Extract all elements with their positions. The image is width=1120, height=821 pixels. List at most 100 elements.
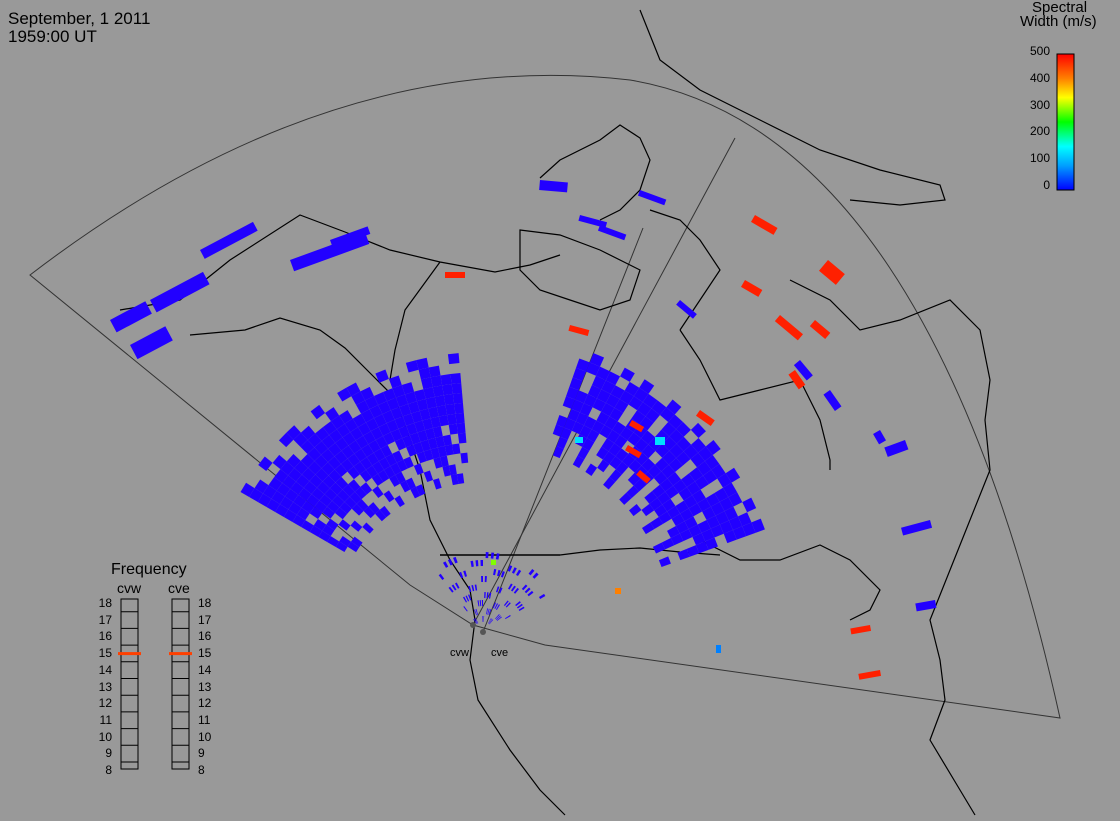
scatter-cell — [335, 476, 349, 490]
scatter-cell-high — [774, 315, 803, 341]
scatter-cell — [315, 468, 329, 482]
scatter-cell — [383, 388, 396, 402]
scatter-cell — [704, 455, 720, 470]
scatter-cell — [582, 438, 595, 451]
scatter-cell — [416, 398, 429, 411]
scatter-cell — [348, 479, 361, 492]
scatter-cell — [318, 530, 331, 542]
scatter-cell — [438, 573, 445, 580]
scatter-cell — [694, 475, 709, 490]
radar-site-cvw — [470, 622, 476, 628]
scatter-cell — [293, 494, 307, 508]
scatter-cell — [539, 180, 568, 193]
scatter-cell — [329, 429, 343, 443]
colorbar-title-line1: Spectral — [1032, 0, 1088, 16]
scatter-cell — [334, 450, 348, 464]
scatter-cell — [420, 439, 431, 452]
scatter-cell-high — [636, 469, 651, 484]
scatter-cell — [423, 449, 434, 462]
scatter-cell — [518, 606, 525, 611]
scatter-cell — [417, 430, 428, 443]
colorbar-tick: 200 — [1029, 124, 1050, 139]
scatter-cell — [719, 497, 734, 512]
scatter-cell — [309, 525, 323, 537]
frequency-tick-label: 13 — [198, 679, 212, 694]
scatter-cell — [310, 404, 326, 420]
scatter-cell — [576, 358, 590, 372]
frequency-tick-label: 12 — [98, 696, 112, 711]
frequency-tick-label: 14 — [198, 662, 212, 677]
scatter-cell — [662, 498, 676, 512]
scatter-cell — [603, 477, 616, 490]
time-label: 1959:00 UT — [8, 27, 97, 46]
scatter-cell — [361, 444, 374, 458]
scatter-cell — [647, 464, 662, 479]
scatter-cell — [644, 491, 658, 504]
scatter-cell — [601, 438, 615, 452]
scatter-cell — [479, 600, 482, 607]
frequency-tick-label: 9 — [198, 746, 205, 761]
scatter-cell — [742, 522, 756, 537]
frequency-tick-label: 16 — [98, 629, 112, 644]
scatter-cell — [286, 454, 301, 468]
scatter-cell — [655, 443, 670, 458]
scatter-cell — [702, 506, 716, 521]
scatter-cell — [386, 419, 399, 433]
scatter-cell — [673, 479, 687, 493]
scatter-cell — [321, 462, 335, 476]
scatter-cell — [314, 441, 329, 455]
scatter-cell — [661, 464, 676, 479]
scatter-cell — [599, 424, 613, 439]
scatter-cell — [406, 444, 417, 457]
scatter-cell — [442, 465, 451, 477]
scatter-cell — [383, 490, 395, 503]
scatter-cell — [453, 556, 458, 564]
scatter-cell — [399, 404, 412, 417]
scatter-cell — [690, 452, 705, 468]
scatter-cell — [486, 608, 488, 615]
scatter-cell — [337, 387, 352, 402]
scatter-cell — [303, 481, 317, 495]
scatter-cell — [662, 436, 677, 451]
scatter-cell — [448, 464, 457, 476]
scatter-cell — [455, 412, 465, 424]
scatter-cell — [389, 474, 401, 487]
scatter-cell — [641, 522, 655, 535]
scatter-cell — [639, 379, 655, 394]
scatter-cell — [683, 495, 698, 509]
scatter-cell — [364, 395, 379, 410]
scatter-cell — [328, 442, 342, 457]
frequency-tick-label: 18 — [98, 596, 112, 610]
scatter-cell — [328, 469, 342, 483]
scatter-cell — [322, 506, 335, 519]
frequency-tick-label: 16 — [198, 629, 212, 644]
scatter-cell — [495, 615, 501, 620]
scatter-cell — [284, 488, 299, 503]
scatter-cell — [356, 400, 370, 414]
scatter-cell — [484, 592, 486, 599]
scatter-cell — [661, 421, 677, 437]
scatter-cell — [330, 226, 371, 248]
frequency-tick-label: 15 — [98, 646, 112, 661]
scatter-cell — [460, 452, 469, 464]
scatter-cell — [451, 443, 461, 455]
scatter-cell — [587, 384, 602, 399]
scatter-cell — [288, 502, 302, 515]
scatter-cell — [650, 517, 664, 529]
scatter-cell — [444, 444, 454, 456]
scatter-cell — [370, 427, 384, 440]
scatter-cell-high — [809, 319, 831, 339]
scatter-cell — [283, 509, 297, 522]
scatter-cell — [610, 385, 625, 400]
scatter-cell — [425, 396, 437, 409]
scatter-cell — [583, 416, 597, 430]
scatter-cell — [430, 375, 443, 388]
scatter-cell — [359, 469, 372, 483]
scatter-cell — [615, 448, 629, 462]
scatter-cell-high — [445, 272, 465, 278]
scatter-cell — [322, 524, 335, 537]
scatter-cell — [307, 433, 322, 448]
scatter-cell-high — [695, 410, 715, 427]
scatter-cell — [322, 421, 337, 435]
scatter-cell — [579, 425, 592, 439]
